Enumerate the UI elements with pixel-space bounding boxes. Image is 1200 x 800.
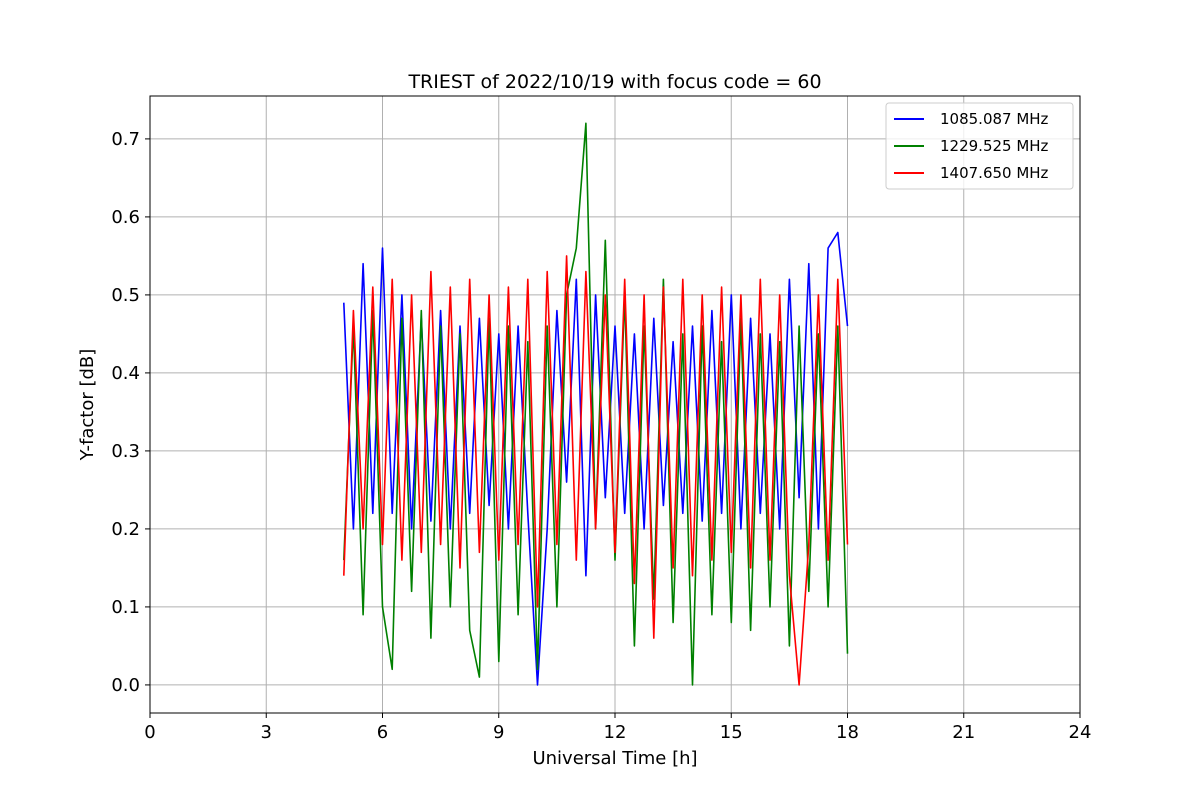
y-tick-label: 0.4	[111, 363, 140, 384]
x-tick-label: 15	[720, 722, 743, 743]
y-tick-label: 0.0	[111, 675, 140, 696]
y-tick-label: 0.7	[111, 129, 140, 150]
y-axis-label: Y-factor [dB]	[77, 349, 98, 462]
legend-box	[885, 102, 1074, 190]
series-line-3	[343, 255, 849, 686]
x-tick-label: 12	[604, 722, 627, 743]
y-tick-label: 0.6	[111, 207, 140, 228]
chart-title: TRIEST of 2022/10/19 with focus code = 6…	[407, 71, 821, 93]
series-line-1	[343, 231, 849, 686]
legend-label: 1407.650 MHz	[940, 164, 1049, 182]
y-axis: 0.0 0.1 0.2 0.3 0.4 0.5 0.6 0.7	[111, 129, 150, 696]
x-axis-label: Universal Time [h]	[532, 748, 697, 769]
x-tick-label: 18	[836, 722, 859, 743]
y-tick-label: 0.1	[111, 597, 140, 618]
x-tick-label: 24	[1069, 722, 1092, 743]
legend-label: 1229.525 MHz	[940, 137, 1049, 155]
series-layer	[343, 122, 849, 686]
y-tick-label: 0.2	[111, 519, 140, 540]
x-tick-label: 9	[493, 722, 504, 743]
x-tick-label: 0	[144, 722, 155, 743]
x-axis: 0 3 6 9 12 15 18 21 24	[144, 713, 1091, 743]
legend-label: 1085.087 MHz	[940, 110, 1049, 128]
y-tick-label: 0.3	[111, 441, 140, 462]
x-tick-label: 21	[952, 722, 975, 743]
legend: 1085.087 MHz 1229.525 MHz 1407.650 MHz	[885, 102, 1074, 190]
x-tick-label: 6	[377, 722, 388, 743]
y-tick-label: 0.5	[111, 285, 140, 306]
x-tick-label: 3	[261, 722, 272, 743]
